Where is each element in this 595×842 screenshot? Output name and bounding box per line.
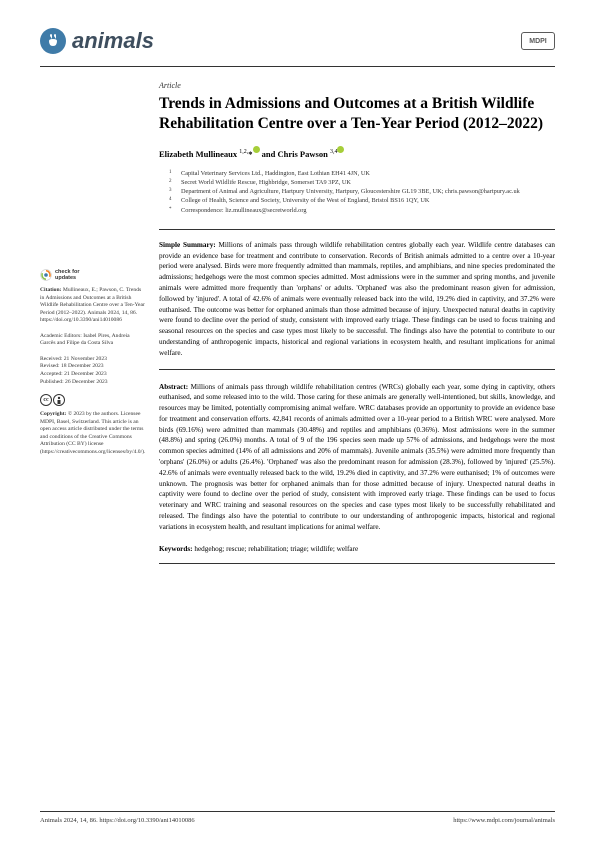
mdpi-logo: MDPI bbox=[521, 32, 555, 50]
affiliation-4: 4College of Health, Science and Society,… bbox=[169, 196, 555, 205]
article-title: Trends in Admissions and Outcomes at a B… bbox=[159, 94, 555, 134]
date-published: Published: 26 December 2023 bbox=[40, 379, 145, 387]
by-icon bbox=[53, 394, 65, 406]
authors-line: Elizabeth Mullineaux 1,2,* and Chris Paw… bbox=[159, 146, 555, 159]
page-footer: Animals 2024, 14, 86. https://doi.org/10… bbox=[40, 811, 555, 824]
simple-summary-box: Simple Summary: Millions of animals pass… bbox=[159, 229, 555, 370]
editors-block: Academic Editors: Isabel Pires, Andreia … bbox=[40, 333, 145, 348]
date-revised: Revised: 18 December 2023 bbox=[40, 363, 145, 371]
copyright-text: © 2023 by the authors. Licensee MDPI, Ba… bbox=[40, 411, 145, 455]
footer-citation: Animals 2024, 14, 86. https://doi.org/10… bbox=[40, 817, 195, 824]
editors-label: Academic Editors: bbox=[40, 333, 82, 339]
affiliations-list: 1Capital Veterinary Services Ltd., Haddi… bbox=[159, 169, 555, 215]
check-updates-label: check forupdates bbox=[55, 269, 79, 281]
date-received: Received: 21 November 2023 bbox=[40, 356, 145, 364]
copyright-label: Copyright: bbox=[40, 411, 66, 417]
article-body: Article Trends in Admissions and Outcome… bbox=[159, 81, 555, 564]
simple-summary-text: Simple Summary: Millions of animals pass… bbox=[159, 240, 555, 359]
citation-block: Citation: Mullineaux, E.; Pawson, C. Tre… bbox=[40, 287, 145, 325]
affiliation-3: 3Department of Animal and Agriculture, H… bbox=[169, 187, 555, 196]
bunny-icon bbox=[40, 28, 66, 54]
cc-icon: cc bbox=[40, 394, 52, 406]
sidebar: check forupdates Citation: Mullineaux, E… bbox=[40, 81, 145, 564]
cc-license-badge: cc bbox=[40, 394, 145, 406]
affiliation-1: 1Capital Veterinary Services Ltd., Haddi… bbox=[169, 169, 555, 178]
date-accepted: Accepted: 21 December 2023 bbox=[40, 371, 145, 379]
main-content: check forupdates Citation: Mullineaux, E… bbox=[0, 67, 595, 564]
check-updates-icon bbox=[40, 269, 52, 281]
article-type: Article bbox=[159, 81, 555, 90]
dates-block: Received: 21 November 2023 Revised: 18 D… bbox=[40, 356, 145, 386]
keywords-line: Keywords: hedgehog; rescue; rehabilitati… bbox=[159, 545, 555, 564]
abstract-text: Abstract: Millions of animals pass throu… bbox=[159, 382, 555, 533]
journal-name: animals bbox=[72, 28, 154, 54]
copyright-block: Copyright: © 2023 by the authors. Licens… bbox=[40, 411, 145, 456]
affiliation-2: 2Secret World Wildlife Rescue, Highbridg… bbox=[169, 178, 555, 187]
page-header: animals MDPI bbox=[0, 0, 595, 66]
journal-logo: animals bbox=[40, 28, 154, 54]
footer-journal-url[interactable]: https://www.mdpi.com/journal/animals bbox=[453, 817, 555, 824]
correspondence: *Correspondence: liz.mullineaux@secretwo… bbox=[169, 206, 555, 215]
orcid-icon bbox=[337, 146, 344, 153]
check-updates-badge[interactable]: check forupdates bbox=[40, 269, 145, 281]
orcid-icon bbox=[253, 146, 260, 153]
citation-label: Citation: bbox=[40, 287, 61, 293]
